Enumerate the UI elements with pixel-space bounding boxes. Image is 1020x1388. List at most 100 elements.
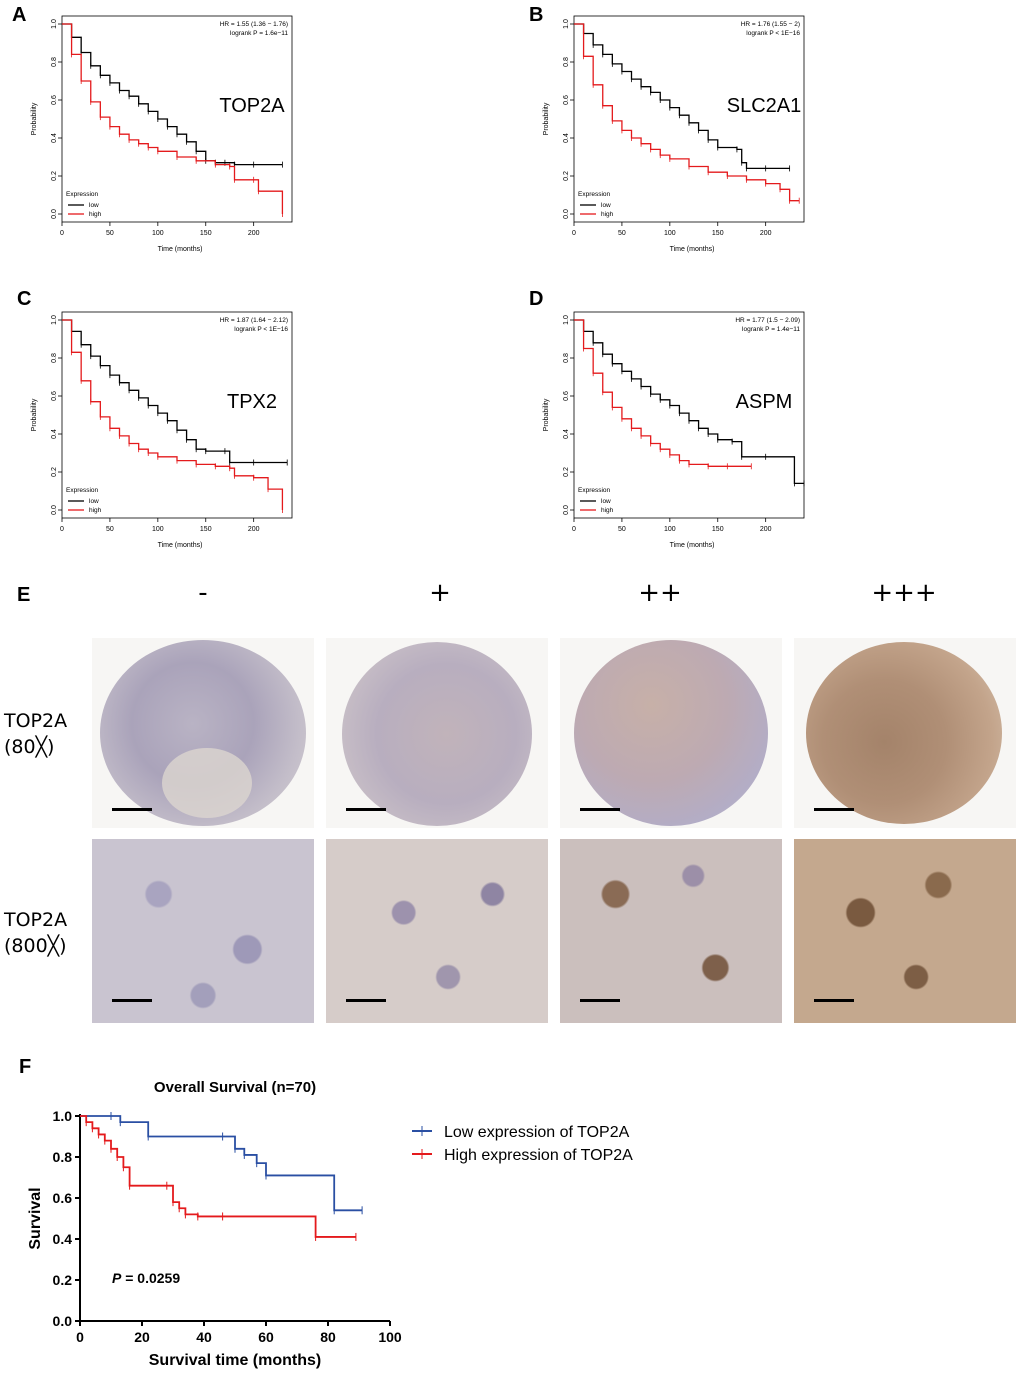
x-tick-label: 150 — [712, 526, 724, 533]
x-tick-label: 50 — [106, 526, 114, 533]
grade-plus-2: ++ — [638, 578, 682, 608]
panel-letter-b: B — [529, 4, 544, 26]
x-tick-label: 100 — [664, 526, 676, 533]
overall-survival-plot: Overall Survival (n=70) 0.0 0.2 0.4 0.6 0.8 1.… — [27, 1079, 633, 1369]
y-axis-label: Probability — [31, 398, 38, 431]
y-axis-label: Probability — [31, 102, 38, 135]
km-plot-slc2a1: 0.0 0.2 0.4 0.6 0.8 1.0 0 50 100 150 200 Time (mont… — [543, 15, 805, 253]
p-value: = 0.0259 — [121, 1270, 180, 1286]
legend-label-high: High expression of TOP2A — [444, 1147, 633, 1164]
legend-label-low: low — [601, 202, 611, 209]
x-tick-label: 0 — [76, 1329, 84, 1345]
survival-curve-high — [80, 1115, 356, 1238]
x-tick-label: 150 — [712, 230, 724, 237]
legend-title: Expression — [66, 191, 99, 198]
x-tick-label: 200 — [248, 230, 260, 237]
hr-text: HR = 1.76 (1.55 − 2) — [741, 21, 800, 28]
legend-label-high: high — [89, 507, 102, 514]
x-axis-label: Time (months) — [670, 246, 715, 253]
x-axis-label: Time (months) — [158, 246, 203, 253]
panel-letter-f: F — [19, 1056, 32, 1078]
y-tick-label: 1.0 — [563, 315, 570, 325]
scale-bar — [814, 808, 854, 811]
km-plot-aspm: 0.0 0.2 0.4 0.6 0.8 1.0 0 50 100 150 200 Time (mont… — [543, 311, 805, 549]
legend-label-high: high — [601, 507, 614, 514]
row-label-80x: TOP2A (80╳) — [4, 708, 67, 760]
x-tick-label: 60 — [258, 1329, 274, 1345]
scale-bar — [112, 999, 152, 1002]
y-tick-label: 1.0 — [53, 1108, 73, 1124]
y-axis-label: Survival — [27, 1187, 44, 1249]
y-tick-label: 0.2 — [563, 171, 570, 181]
x-tick-label: 50 — [618, 526, 626, 533]
logrank-text: logrank P = 1.6e−11 — [230, 30, 288, 37]
x-tick-label: 0 — [60, 230, 64, 237]
chart-title: Overall Survival (n=70) — [154, 1079, 316, 1096]
y-tick-label: 0.0 — [563, 505, 570, 515]
x-tick-label: 0 — [60, 526, 64, 533]
y-tick-label: 1.0 — [563, 19, 570, 29]
y-tick-label: 0.6 — [51, 391, 58, 401]
y-tick-label: 0.8 — [51, 353, 58, 363]
legend-label-low: Low expression of TOP2A — [444, 1124, 630, 1141]
scale-bar — [580, 808, 620, 811]
y-axis-label: Probability — [543, 102, 550, 135]
gene-label: SLC2A1 — [727, 95, 802, 117]
row-label-800x: TOP2A (800╳) — [4, 907, 67, 959]
survival-curve-high — [62, 319, 284, 510]
legend-title: Expression — [578, 191, 611, 198]
tissue-core — [342, 642, 532, 826]
x-axis-label: Time (months) — [670, 542, 715, 549]
plot-frame — [573, 311, 805, 519]
x-tick-label: 100 — [664, 230, 676, 237]
x-tick-label: 40 — [196, 1329, 212, 1345]
gene-label: TOP2A — [219, 95, 285, 117]
scale-bar — [814, 999, 854, 1002]
y-tick-label: 0.4 — [563, 429, 570, 439]
x-tick-label: 150 — [200, 526, 212, 533]
x-axis-label: Time (months) — [158, 542, 203, 549]
legend-title: Expression — [66, 487, 99, 494]
grade-negative: - — [198, 578, 208, 608]
x-tick-label: 200 — [760, 230, 772, 237]
tissue-core — [806, 642, 1002, 824]
y-tick-label: 0.8 — [563, 353, 570, 363]
y-tick-label: 0.2 — [53, 1272, 73, 1288]
legend-label-low: low — [601, 498, 611, 505]
hr-text: HR = 1.77 (1.5 − 2.09) — [735, 317, 800, 324]
y-tick-label: 0.2 — [563, 467, 570, 477]
survival-curve-low — [80, 1115, 363, 1212]
scale-bar — [112, 808, 152, 811]
grade-plus-3: +++ — [871, 578, 937, 608]
panel-letter-e: E — [17, 584, 31, 606]
y-tick-label: 0.8 — [51, 57, 58, 67]
y-axis-label: Probability — [543, 398, 550, 431]
y-tick-label: 0.8 — [563, 57, 570, 67]
tissue-stroma-patch — [162, 748, 252, 818]
y-tick-label: 0.0 — [51, 505, 58, 515]
plot-frame — [61, 311, 293, 519]
x-tick-label: 0 — [572, 526, 576, 533]
scale-bar — [580, 999, 620, 1002]
km-plot-top2a: 0.0 0.2 0.4 0.6 0.8 1.0 0 50 100 150 200 Time (mont… — [31, 15, 293, 253]
ihc-hp-negative — [92, 839, 314, 1023]
hr-text: HR = 1.55 (1.36 − 1.76) — [220, 21, 288, 28]
ihc-core-plus-3 — [794, 638, 1016, 828]
legend-label-high: high — [601, 211, 614, 218]
x-tick-label: 0 — [572, 230, 576, 237]
grade-plus-1: + — [429, 578, 451, 608]
row-label-800x-gene: TOP2A — [4, 909, 68, 931]
gene-label: ASPM — [736, 391, 793, 413]
logrank-text: logrank P < 1E−16 — [234, 326, 288, 333]
survival-curve-high — [574, 319, 752, 467]
tissue-core — [574, 640, 768, 826]
legend-label-low: low — [89, 202, 99, 209]
y-tick-label: 0.8 — [53, 1149, 73, 1165]
y-tick-label: 0.2 — [51, 171, 58, 181]
y-tick-label: 0.4 — [51, 133, 58, 143]
y-tick-label: 0.0 — [51, 209, 58, 219]
y-tick-label: 0.0 — [53, 1313, 73, 1329]
x-tick-label: 100 — [152, 230, 164, 237]
x-axis-label: Survival time (months) — [149, 1352, 321, 1369]
gene-label: TPX2 — [227, 391, 277, 413]
